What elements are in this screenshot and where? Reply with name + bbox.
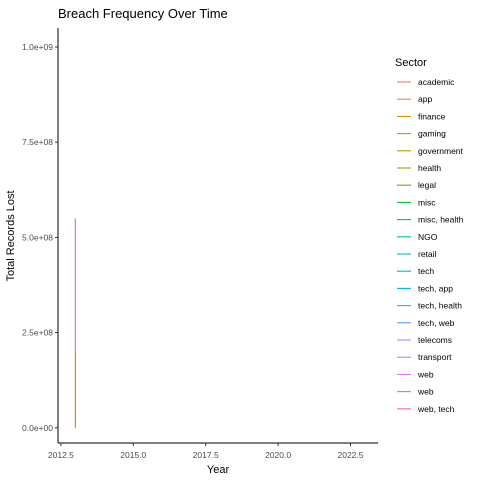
y-tick-label: 0.0e+00 [22, 423, 53, 433]
legend-label: app [418, 94, 432, 104]
legend-label: web [417, 387, 434, 397]
plot-area: 0.0e+00 2.5e+08 5.0e+08 7.5e+08 1.0e+09 2012.… [22, 28, 378, 460]
x-tick-label: 2020.0 [265, 450, 291, 460]
legend-label: tech, health [418, 301, 462, 311]
legend-label: academic [418, 77, 455, 87]
legend-label: telecoms [418, 335, 452, 345]
legend-label: web [417, 369, 434, 379]
legend-label: gaming [418, 129, 446, 139]
legend-label: tech, web [418, 318, 455, 328]
legend-title: Sector [395, 57, 427, 69]
legend-label: retail [418, 249, 437, 259]
legend-label: tech [418, 266, 434, 276]
legend-label: tech, app [418, 283, 453, 293]
legend-label: government [418, 146, 464, 156]
legend-label: health [418, 163, 441, 173]
y-tick-label: 5.0e+08 [22, 232, 53, 242]
y-tick-label: 2.5e+08 [22, 328, 53, 338]
y-tick-label: 1.0e+09 [22, 42, 53, 52]
x-axis-title: Year [207, 464, 230, 476]
legend-label: legal [418, 180, 436, 190]
legend-label: web, tech [417, 404, 455, 414]
chart-title: Breach Frequency Over Time [58, 6, 228, 21]
y-axis-title: Total Records Lost [5, 190, 17, 281]
legend-label: misc [418, 197, 436, 207]
legend: Sector academic app finance gaming government… [395, 57, 464, 414]
x-tick-label: 2017.5 [193, 450, 219, 460]
x-tick-label: 2012.5 [48, 450, 74, 460]
y-tick-label: 7.5e+08 [22, 137, 53, 147]
legend-label: transport [418, 352, 452, 362]
legend-label: finance [418, 111, 446, 121]
x-tick-label: 2022.5 [337, 450, 363, 460]
legend-label: misc, health [418, 215, 464, 225]
legend-label: NGO [418, 232, 438, 242]
x-tick-label: 2015.0 [120, 450, 146, 460]
